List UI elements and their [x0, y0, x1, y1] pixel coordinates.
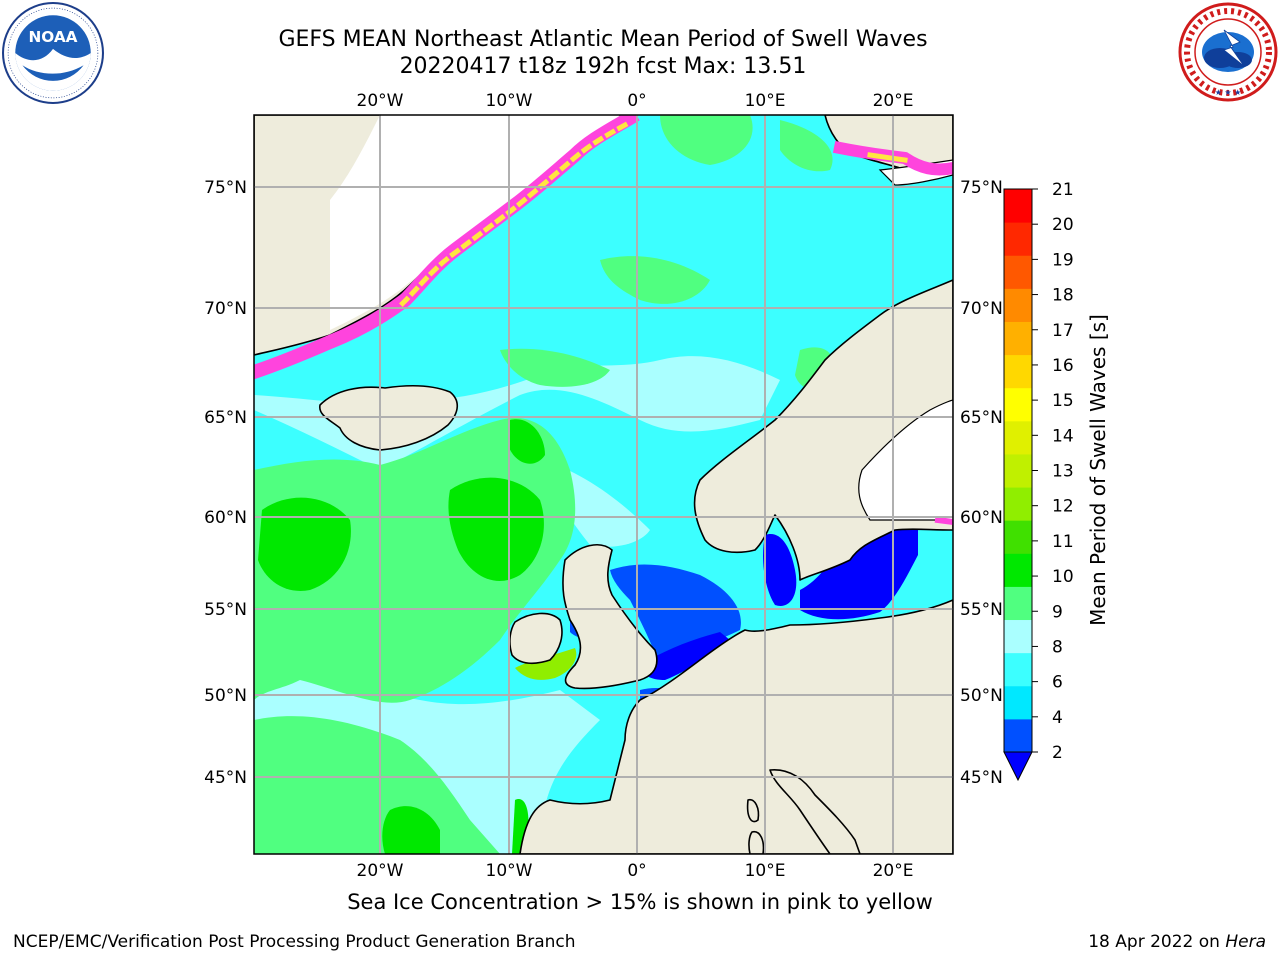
- lat-tick: 75°N: [960, 178, 1003, 198]
- lon-tick: 20°E: [873, 91, 914, 111]
- colorbar-tick-label: 6: [1052, 673, 1063, 693]
- lat-tick: 70°N: [204, 299, 247, 319]
- colorbar-tick-label: 19: [1052, 250, 1074, 270]
- colorbar-segment: [1004, 255, 1032, 289]
- lon-tick: 10°W: [486, 91, 533, 111]
- lat-tick: 45°N: [960, 768, 1003, 788]
- colorbar-segment: [1004, 652, 1032, 687]
- lon-tick: 20°W: [357, 861, 404, 881]
- colorbar-segment: [1004, 553, 1032, 587]
- colorbar-segment: [1004, 685, 1032, 720]
- colorbar-segment: [1004, 288, 1032, 322]
- chart-title: GEFS MEAN Northeast Atlantic Mean Period…: [278, 27, 928, 52]
- swell-zone-11-12s: [515, 648, 577, 680]
- lon-ticks-bottom: 20°W 10°W 0° 10°E 20°E: [357, 861, 914, 881]
- colorbar: 2 4 6 8 9 10 11 12 13 14 15 16 17 18 19 20 21: [1003, 180, 1074, 782]
- colorbar-segment: [1004, 520, 1032, 554]
- no-data-areas: [858, 159, 953, 521]
- lat-ticks-left: 75°N 70°N 65°N 60°N 55°N 50°N 45°N: [204, 178, 247, 788]
- colorbar-segment: [1004, 222, 1032, 256]
- credit-text: NCEP/EMC/Verification Post Processing Pr…: [13, 932, 576, 952]
- colorbar-tick-label: 2: [1052, 743, 1063, 763]
- colorbar-tick-label: 13: [1052, 462, 1074, 482]
- lat-tick: 55°N: [960, 600, 1003, 620]
- colorbar-extend-triangle: [1003, 751, 1033, 782]
- lat-tick: 65°N: [960, 408, 1003, 428]
- host-name: Hera: [1225, 932, 1266, 952]
- date-value: 18 Apr 2022 on: [1088, 932, 1226, 952]
- colorbar-tick-label: 9: [1052, 602, 1063, 622]
- lat-tick: 50°N: [960, 686, 1003, 706]
- nws-logo: ★ ★ ★: [1178, 2, 1278, 102]
- greenland-ice-sheet: [330, 115, 620, 330]
- colorbar-label: Mean Period of Swell Waves [s]: [1086, 314, 1110, 626]
- lon-tick: 0°: [627, 861, 646, 881]
- colorbar-tick-label: 14: [1052, 426, 1074, 446]
- colorbar-segment: [1004, 420, 1032, 455]
- colorbar-tick-label: 4: [1052, 708, 1063, 728]
- noaa-logo: NOAA: [2, 2, 104, 104]
- lon-tick: 10°E: [745, 91, 786, 111]
- colorbar-tick-label: 21: [1052, 180, 1074, 200]
- lon-tick: 20°W: [357, 91, 404, 111]
- colorbar-segment: [1004, 487, 1032, 521]
- lat-tick: 55°N: [204, 600, 247, 620]
- sea-ice-caption: Sea Ice Concentration > 15% is shown in …: [347, 890, 933, 914]
- colorbar-tick-label: 16: [1052, 356, 1074, 376]
- lat-tick: 60°N: [204, 508, 247, 528]
- colorbar-tick-label: 11: [1052, 532, 1074, 552]
- chart-subtitle: 20220417 t18z 192h fcst Max: 13.51: [399, 54, 807, 79]
- lat-ticks-right: 75°N 70°N 65°N 60°N 55°N 50°N 45°N: [960, 178, 1003, 788]
- colorbar-tick-label: 12: [1052, 497, 1074, 517]
- lon-tick: 10°E: [745, 861, 786, 881]
- colorbar-tick-label: 10: [1052, 567, 1074, 587]
- colorbar-tick-label: 20: [1052, 215, 1074, 235]
- colorbar-segment: [1004, 453, 1032, 488]
- colorbar-tick-label: 17: [1052, 321, 1074, 341]
- lat-tick: 45°N: [204, 768, 247, 788]
- lat-tick: 70°N: [960, 299, 1003, 319]
- colorbar-segment: [1004, 586, 1032, 621]
- colorbar-segment: [1004, 321, 1032, 356]
- colorbar-segment: [1004, 619, 1032, 654]
- date-text: 18 Apr 2022 on Hera: [1088, 932, 1266, 952]
- map-frame: [253, 114, 954, 855]
- colorbar-segment: [1004, 189, 1032, 223]
- graticule: [254, 115, 953, 854]
- colorbar-tick-label: 8: [1052, 637, 1063, 657]
- colorbar-tick-label: 18: [1052, 286, 1074, 306]
- noaa-logo-letters: NOAA: [28, 28, 77, 46]
- svg-text:★ ★ ★: ★ ★ ★: [1215, 88, 1242, 97]
- lon-ticks-top: 20°W 10°W 0° 10°E 20°E: [357, 91, 914, 111]
- lat-tick: 65°N: [204, 408, 247, 428]
- colorbar-tick-label: 15: [1052, 391, 1074, 411]
- colorbar-segment: [1004, 718, 1032, 753]
- lon-tick: 10°W: [486, 861, 533, 881]
- lon-tick: 20°E: [873, 861, 914, 881]
- lat-tick: 60°N: [960, 508, 1003, 528]
- lon-tick: 0°: [627, 91, 646, 111]
- colorbar-segment: [1004, 354, 1032, 389]
- lat-tick: 75°N: [204, 178, 247, 198]
- colorbar-segment: [1004, 387, 1032, 422]
- swell-zone-10-11s: [258, 419, 545, 854]
- sea-ice-edge: [254, 115, 953, 526]
- lat-tick: 50°N: [204, 686, 247, 706]
- map-area: [254, 115, 953, 854]
